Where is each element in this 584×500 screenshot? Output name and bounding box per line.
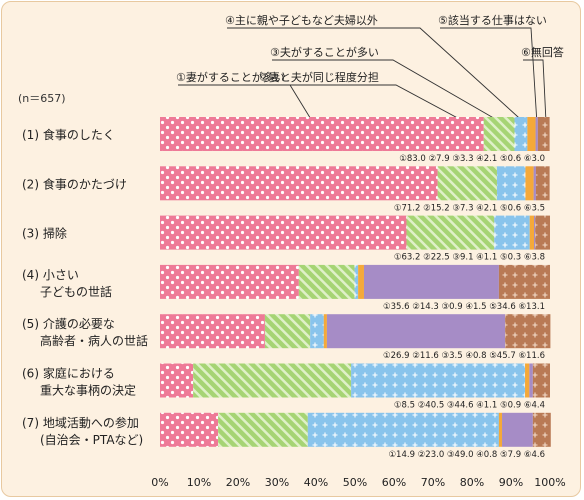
bar-segment <box>483 117 515 151</box>
legend-leader-line <box>261 84 481 131</box>
value-labels: ①14.9 ②23.0 ③49.0 ④0.8 ⑤7.9 ⑥4.6 <box>388 450 545 460</box>
x-tick-label: 20% <box>226 476 250 489</box>
bar-segment <box>160 117 484 151</box>
value-labels: ①8.5 ②40.5 ③44.6 ④1.1 ⑤0.9 ⑥4.4 <box>394 401 545 411</box>
legend-callout-label: ④主に親や子どもなど夫婦以外 <box>225 13 378 27</box>
x-tick-label: 70% <box>421 476 445 489</box>
category-label: 高齢者・病人の世話 <box>40 333 148 348</box>
bar-segment <box>502 412 533 447</box>
category-label: (4) 小さい <box>22 268 79 282</box>
legend-callout-label: ⑥無回答 <box>521 45 564 59</box>
value-labels: ①71.2 ②15.2 ③7.3 ④2.1 ⑤0.6 ⑥3.5 <box>394 203 545 213</box>
x-tick-label: 60% <box>382 476 406 489</box>
bar-segment <box>494 215 530 250</box>
category-label: (1) 食事のしたく <box>22 127 115 142</box>
bar-segment <box>160 363 194 398</box>
bar-segment <box>514 117 528 151</box>
bar-segment <box>307 412 499 447</box>
legend-leader-line <box>523 59 547 123</box>
bar-segment <box>529 215 535 250</box>
bar-segment <box>310 314 324 349</box>
bar-segment <box>537 117 550 151</box>
bar-segment <box>496 166 526 201</box>
bar-segment <box>358 264 364 299</box>
bar-segment <box>326 314 506 349</box>
category-label: (5) 介護の必要な <box>22 316 115 331</box>
bar-segment <box>323 314 327 349</box>
legend-callout-label: ⑤該当する仕事はない <box>438 13 547 27</box>
bar-segment <box>498 264 550 299</box>
bar-segment <box>535 117 538 151</box>
category-label: (7) 地域活動への参加 <box>22 415 139 430</box>
x-tick-label: 40% <box>304 476 328 489</box>
value-labels: ①83.0 ②7.9 ③3.3 ④2.1 ⑤0.6 ⑥3.0 <box>399 154 545 164</box>
legend-leader-line <box>440 27 538 125</box>
bar-segment <box>532 412 551 447</box>
bar-segment <box>363 264 499 299</box>
bar-segment <box>406 215 495 250</box>
bar-segment <box>193 363 352 398</box>
bar-segment <box>351 363 526 398</box>
bar-segment <box>535 215 550 250</box>
bar-segment <box>532 363 550 398</box>
bar-segment <box>525 166 534 201</box>
bar-segment <box>525 363 530 398</box>
x-tick-label: 0% <box>151 476 168 489</box>
bar-segment <box>498 412 503 447</box>
bar-segment <box>437 166 497 201</box>
value-labels: ①26.9 ②11.6 ③3.5 ④0.8 ⑤45.7 ⑥11.6 <box>383 351 545 361</box>
bar-segment <box>529 363 533 398</box>
bar-segment <box>505 314 551 349</box>
category-label: (2) 食事のかたづけ <box>22 176 127 191</box>
bar-segment <box>354 264 359 299</box>
category-label: (自治会・PTAなど) <box>40 433 143 447</box>
category-label: (6) 家庭における <box>22 366 115 381</box>
bar-segment <box>160 166 438 201</box>
bar-segment <box>160 215 407 250</box>
sample-size-note: (n＝657) <box>18 92 66 105</box>
legend-leader-line <box>227 27 529 127</box>
value-labels: ①63.2 ②22.5 ③9.1 ④1.1 ⑤0.3 ⑥3.8 <box>394 253 545 263</box>
x-tick-label: 10% <box>187 476 211 489</box>
category-label: 子どもの世話 <box>40 284 112 299</box>
legend-callout-label: ①妻がすることが多い <box>176 70 285 84</box>
category-label: (3) 掃除 <box>22 226 67 241</box>
x-tick-label: 30% <box>265 476 289 489</box>
x-tick-label: 80% <box>460 476 484 489</box>
x-tick-label: 50% <box>343 476 367 489</box>
bar-segment <box>534 215 536 250</box>
x-tick-label: 100% <box>534 476 565 489</box>
value-labels: ①35.6 ②14.3 ③0.9 ④1.5 ⑤34.6 ⑥13.1 <box>383 302 545 312</box>
bar-segment <box>160 412 219 447</box>
legend-leader-line <box>272 59 512 129</box>
bar-segment <box>535 166 550 201</box>
legend-callout-label: ③夫がすることが多い <box>270 45 379 59</box>
bar-segment <box>160 314 265 349</box>
bar-segment <box>533 166 536 201</box>
bar-segment <box>298 264 355 299</box>
bar-segment <box>218 412 308 447</box>
legend-callout-label: ②妻と夫が同じ程度分担 <box>259 70 379 84</box>
x-tick-label: 90% <box>499 476 523 489</box>
bar-segment <box>160 264 299 299</box>
bar-segment <box>527 117 536 151</box>
bar-segment <box>264 314 311 349</box>
category-label: 重大な事柄の決定 <box>40 383 136 398</box>
